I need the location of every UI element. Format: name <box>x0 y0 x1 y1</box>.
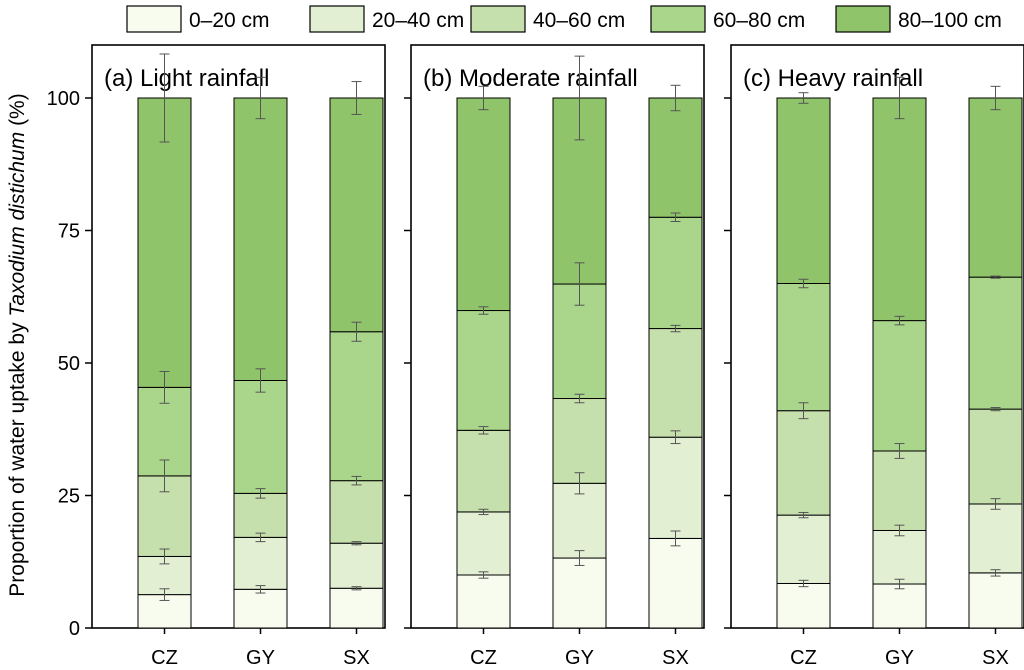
legend-label: 60–80 cm <box>713 9 805 32</box>
bar-segment <box>552 557 607 629</box>
bar-segment <box>329 542 384 589</box>
bar-segment <box>776 410 831 516</box>
legend-label: 0–20 cm <box>189 9 270 32</box>
bar-segment <box>456 310 511 431</box>
legend: 0–20 cm 20–40 cm 40–60 cm 60–80 cm 80–100 cm <box>126 5 1002 33</box>
x-tick-label: SX <box>662 647 689 669</box>
bar-segment <box>648 97 703 218</box>
bar-segment <box>776 97 831 284</box>
y-axis-label: Proportion of water uptake by Taxodium d… <box>6 93 29 596</box>
x-tick-label: SX <box>982 647 1009 669</box>
legend-label: 20–40 cm <box>372 9 464 32</box>
x-tick-label: CZ <box>470 647 497 669</box>
bar-segment <box>329 97 384 333</box>
bar-segment <box>648 436 703 539</box>
bar-segment <box>968 97 1023 278</box>
bar-segment <box>648 328 703 438</box>
y-tick-label: 50 <box>58 353 80 375</box>
bar-segment <box>233 536 288 590</box>
bar-segment <box>233 379 288 494</box>
bar-segment <box>233 97 288 381</box>
bar-segment <box>648 537 703 629</box>
bar-segment <box>233 492 288 538</box>
panel-title: (a) Light rainfall <box>104 65 269 92</box>
y-tick-label: 100 <box>47 88 80 110</box>
bar-segment <box>648 216 703 330</box>
y-axis-label-suffix: (%) <box>6 93 29 132</box>
bar-segment <box>233 588 288 629</box>
legend-label: 40–60 cm <box>533 9 625 32</box>
panel: (c) Heavy rainfall CZ GY SX <box>724 44 1024 669</box>
y-axis-label-prefix: Proportion of water uptake by <box>6 317 29 597</box>
y-tick-label: 25 <box>58 486 80 508</box>
x-tick-label: CZ <box>790 647 817 669</box>
y-tick-label: 0 <box>69 618 80 640</box>
bar-segment <box>776 283 831 412</box>
bar-segment <box>776 582 831 629</box>
bar-segment <box>968 572 1023 629</box>
panel-title: (c) Heavy rainfall <box>743 65 923 92</box>
bar-segment <box>776 514 831 584</box>
x-tick-label: GY <box>565 647 594 669</box>
panel-title: (b) Moderate rainfall <box>423 65 638 92</box>
bar-segment <box>552 482 607 559</box>
legend-swatch <box>835 5 891 33</box>
bar-segment <box>968 276 1023 410</box>
bar-segment <box>329 331 384 482</box>
bar-segment <box>872 97 927 322</box>
bar-segment <box>872 529 927 585</box>
bar-segment <box>872 320 927 452</box>
bar-segment <box>329 480 384 544</box>
bar-segment <box>872 583 927 629</box>
legend-swatch <box>650 5 706 33</box>
x-tick-label: CZ <box>151 647 178 669</box>
legend-swatch <box>126 5 182 33</box>
panel: (b) Moderate rainfall CZ GY SX <box>404 44 705 669</box>
bar-segment <box>968 408 1023 505</box>
bar-segment <box>456 574 511 629</box>
legend-swatch <box>309 5 365 33</box>
y-axis-label-species: Taxodium distichum <box>6 132 29 317</box>
bar-segment <box>872 450 927 531</box>
legend-label: 80–100 cm <box>898 9 1002 32</box>
x-tick-label: GY <box>885 647 914 669</box>
bar-segment <box>456 429 511 513</box>
y-tick-label: 75 <box>58 221 80 243</box>
bar-segment <box>552 398 607 484</box>
legend-swatch <box>470 5 526 33</box>
bar-segment <box>968 503 1023 574</box>
bar-segment <box>456 97 511 312</box>
x-tick-label: GY <box>246 647 275 669</box>
panel: (a) Light rainfall 0 25 50 75 100 CZ GY SX <box>47 44 386 669</box>
x-tick-label: SX <box>343 647 370 669</box>
bar-segment <box>137 97 192 388</box>
bar-segment <box>456 511 511 576</box>
bar-segment <box>329 587 384 629</box>
